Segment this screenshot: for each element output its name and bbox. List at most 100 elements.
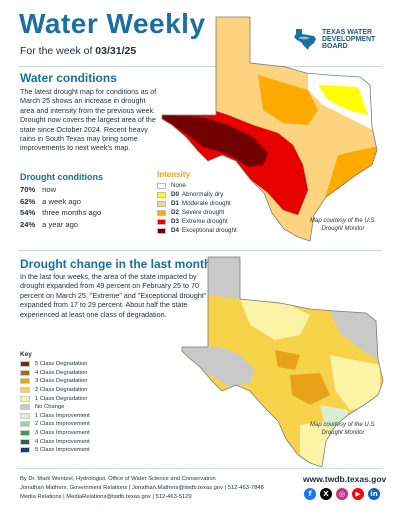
key-item: 1 Class Degradation [20, 394, 120, 403]
x-icon[interactable]: X [320, 488, 332, 500]
legend-code: D2 [171, 209, 179, 216]
legend-label: Abnormally dry [181, 191, 224, 198]
contact-line[interactable]: Media Relations | MediaRelations@twdb.te… [20, 493, 192, 500]
key-label: 5 Class Improvement [35, 447, 90, 454]
map-credit: Map courtesy of the U.S. Drought Monitor [309, 422, 377, 436]
footer-contacts: By Dr. Mark Wentzel, Hydrologist, Office… [20, 475, 300, 501]
key-item: 5 Class Improvement [20, 446, 120, 455]
stat-label: three months ago [42, 208, 102, 217]
key-label: 2 Class Improvement [35, 421, 90, 428]
key-label: 1 Class Degradation [35, 395, 88, 402]
legend-item: D3 Extreme drought [157, 217, 257, 226]
linkedin-icon[interactable]: in [368, 488, 380, 500]
legend-item: D2 Severe drought [157, 208, 257, 217]
legend-item: None [157, 181, 257, 190]
list-item: 24% a year ago [20, 219, 101, 231]
key-item: 4 Class Degradation [20, 369, 120, 378]
key-label: 2 Class Degradation [35, 387, 88, 394]
key-item: 4 Class Improvement [20, 437, 120, 446]
list-item: 54% three months ago [20, 207, 101, 219]
drought-change-title: Drought change in the last month [20, 257, 212, 271]
legend-title: Intensity [157, 170, 190, 179]
key-swatch [20, 378, 30, 385]
key-item: 3 Class Improvement [20, 429, 120, 438]
legend-label: Severe drought [181, 209, 225, 216]
instagram-icon[interactable]: ◎ [336, 488, 348, 500]
key-swatch [20, 412, 30, 419]
legend-label: Extreme drought [181, 218, 228, 225]
key-item: 2 Class Improvement [20, 420, 120, 429]
divider [18, 250, 382, 251]
social-links: f X ◎ ▶ in [304, 488, 380, 500]
key-swatch [20, 387, 30, 394]
key-label: 1 Class Improvement [35, 412, 90, 419]
divider [18, 66, 382, 67]
drought-conditions-title: Drought conditions [20, 172, 103, 182]
stat-value: 54% [20, 208, 36, 217]
author-line: By Dr. Mark Wentzel, Hydrologist, Office… [20, 476, 216, 482]
key-label: 4 Class Degradation [35, 369, 88, 376]
legend-swatch [157, 227, 166, 234]
key-swatch [20, 369, 30, 376]
key-label: 5 Class Degradation [35, 361, 88, 368]
drought-change-body: In the last four weeks, the area of the … [20, 272, 207, 319]
list-item: 70% now [20, 184, 101, 196]
twdb-logo: TEXAS WATER DEVELOPMENT BOARD [292, 25, 384, 51]
drought-intensity-map [161, 16, 378, 242]
stat-value: 62% [20, 196, 36, 206]
key-swatch [20, 361, 30, 368]
texas-shape-icon [294, 29, 316, 50]
legend-swatch [157, 200, 166, 207]
key-item: No Change [20, 403, 120, 412]
legend-code: D1 [171, 200, 179, 207]
stat-label: now [42, 185, 57, 194]
legend-code: D3 [171, 218, 179, 225]
key-label: No Change [35, 404, 65, 411]
key-title: Key [20, 351, 32, 358]
key-item: 3 Class Degradation [20, 377, 120, 386]
stat-label: a week ago [42, 196, 81, 206]
key-swatch [20, 421, 30, 428]
water-conditions-body: The latest drought map for conditions as… [20, 87, 157, 153]
key-swatch [20, 430, 30, 437]
youtube-icon[interactable]: ▶ [352, 488, 364, 500]
water-conditions-title: Water conditions [20, 71, 117, 85]
divider [18, 468, 382, 469]
drought-conditions-list: 70% now 62% a week ago 54% three months … [20, 184, 101, 230]
page-title: Water Weekly [19, 8, 206, 39]
legend-item: D0 Abnormally dry [157, 190, 257, 199]
contact-line[interactable]: Jonathan Mathers, Government Relations |… [20, 484, 264, 491]
legend-swatch [157, 209, 166, 216]
legend-item: D4 Exceptional drought [157, 226, 257, 235]
legend-code: D4 [171, 227, 179, 234]
stat-label: a year ago [42, 219, 79, 229]
key-item: 1 Class Improvement [20, 412, 120, 421]
legend-label: None [171, 182, 186, 189]
drought-change-map [181, 256, 384, 468]
map-credit: Map courtesy of the U.S. Drought Monitor [309, 218, 377, 232]
key-label: 3 Class Improvement [35, 430, 90, 437]
legend-label: Exceptional drought [181, 227, 237, 234]
legend-swatch [157, 218, 166, 225]
legend-label: Moderate drought [181, 200, 231, 207]
key-swatch [20, 395, 30, 402]
week-date: 03/31/25 [95, 45, 137, 57]
subtitle-prefix: For the week of [20, 45, 96, 57]
list-item: 62% a week ago [20, 196, 101, 208]
stat-value: 70% [20, 185, 36, 194]
legend-swatch [157, 191, 166, 198]
facebook-icon[interactable]: f [304, 488, 316, 500]
legend-item: D1 Moderate drought [157, 199, 257, 208]
key-label: 4 Class Improvement [35, 438, 90, 445]
logo-text: TEXAS WATER DEVELOPMENT BOARD [322, 29, 376, 50]
change-key: Key 5 Class Degradation 4 Class Degradati… [20, 351, 120, 455]
key-label: 3 Class Degradation [35, 378, 88, 385]
legend-swatch [157, 182, 166, 189]
key-swatch [20, 438, 30, 445]
week-subtitle: For the week of 03/31/25 [20, 45, 136, 57]
intensity-legend: Intensity None D0 Abnormally dry D1 Moderate… [157, 170, 257, 235]
legend-code: D0 [171, 191, 179, 198]
key-item: 2 Class Degradation [20, 386, 120, 395]
website-link[interactable]: www.twdb.texas.gov [303, 474, 387, 484]
